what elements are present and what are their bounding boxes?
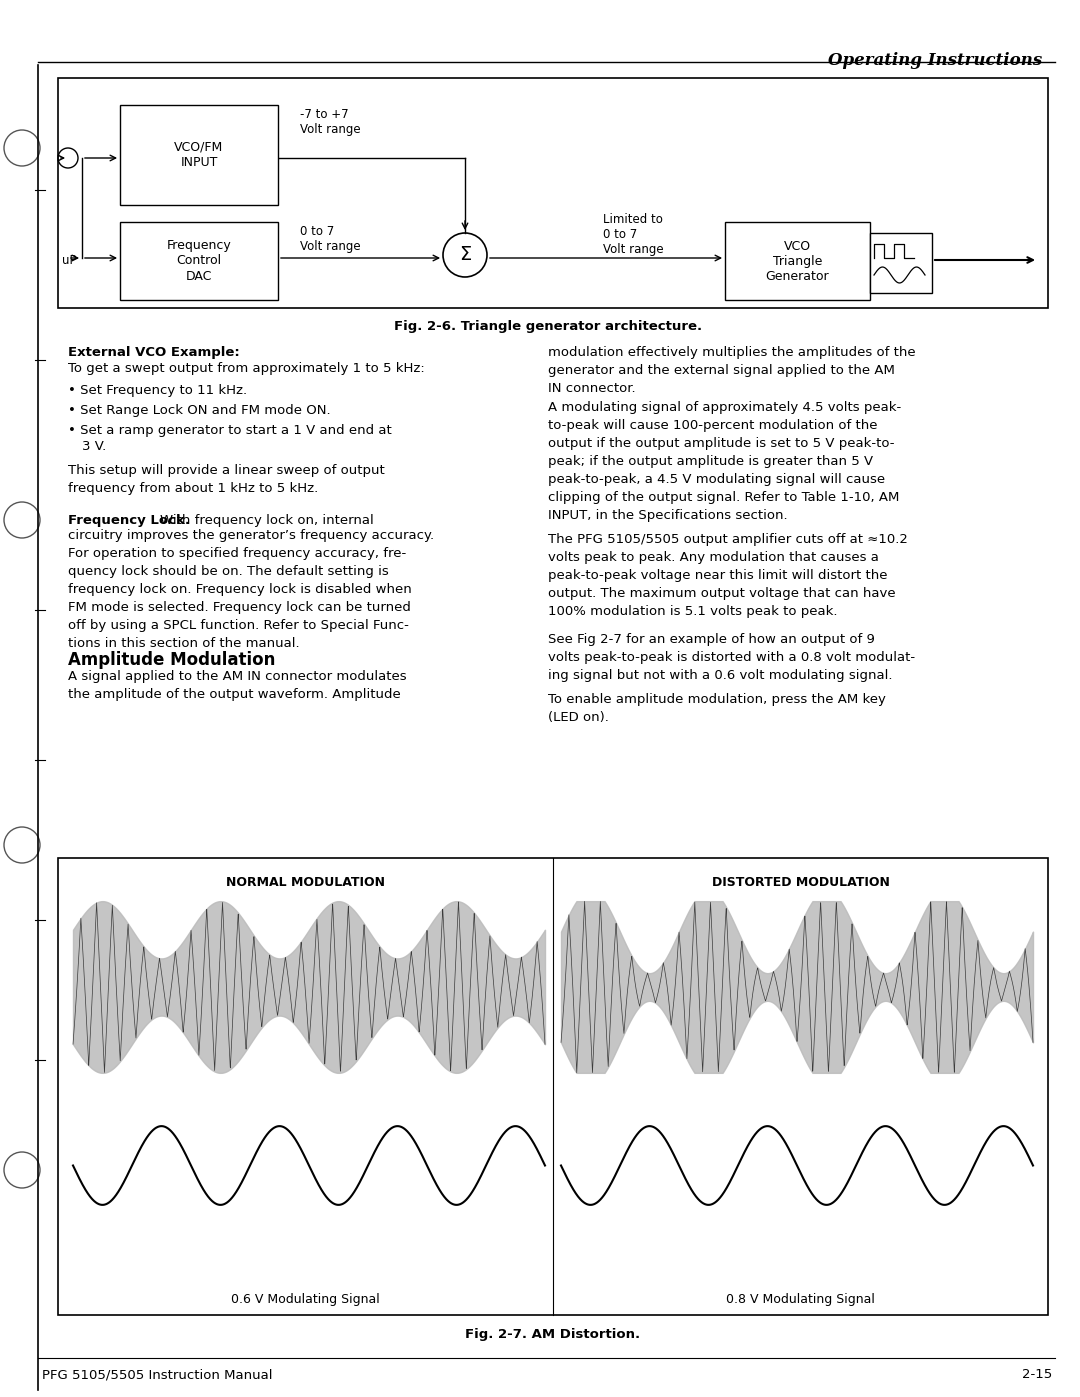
- Text: VCO/FM
INPUT: VCO/FM INPUT: [174, 141, 224, 169]
- Bar: [725, 222, 870, 300]
- Bar: [120, 105, 278, 205]
- Text: NORMAL MODULATION: NORMAL MODULATION: [226, 876, 384, 888]
- Bar: [58, 78, 1048, 307]
- Bar: [120, 222, 278, 300]
- Text: 0.8 V Modulating Signal: 0.8 V Modulating Signal: [726, 1294, 875, 1306]
- Text: uP: uP: [62, 253, 77, 267]
- Text: Frequency
Control
DAC: Frequency Control DAC: [166, 239, 231, 282]
- Text: DISTORTED MODULATION: DISTORTED MODULATION: [712, 876, 890, 888]
- Text: PFG 5105/5505 Instruction Manual: PFG 5105/5505 Instruction Manual: [42, 1368, 272, 1382]
- Text: • Set Frequency to 11 kHz.: • Set Frequency to 11 kHz.: [68, 384, 247, 397]
- Text: The PFG 5105/5505 output amplifier cuts off at ≈10.2
volts peak to peak. Any mod: The PFG 5105/5505 output amplifier cuts …: [548, 534, 908, 617]
- Text: See Fig 2-7 for an example of how an output of 9
volts peak-to-peak is distorted: See Fig 2-7 for an example of how an out…: [548, 633, 915, 682]
- Text: 3 V.: 3 V.: [82, 440, 106, 453]
- Text: Operating Instructions: Operating Instructions: [827, 52, 1042, 68]
- Text: Limited to
0 to 7
Volt range: Limited to 0 to 7 Volt range: [603, 212, 663, 256]
- Text: circuitry improves the generator’s frequency accuracy.
For operation to specifie: circuitry improves the generator’s frequ…: [68, 529, 434, 650]
- Text: VCO
Triangle
Generator: VCO Triangle Generator: [766, 239, 829, 282]
- Text: • Set Range Lock ON and FM mode ON.: • Set Range Lock ON and FM mode ON.: [68, 404, 330, 416]
- Text: 0 to 7
Volt range: 0 to 7 Volt range: [300, 225, 361, 253]
- Text: A modulating signal of approximately 4.5 volts peak-
to-peak will cause 100-perc: A modulating signal of approximately 4.5…: [548, 401, 901, 522]
- Text: External VCO Example:: External VCO Example:: [68, 346, 240, 359]
- Text: Frequency Lock.: Frequency Lock.: [68, 514, 190, 527]
- Text: 2-15: 2-15: [1022, 1368, 1052, 1382]
- Text: Σ: Σ: [459, 246, 471, 264]
- Text: To get a swept output from approximately 1 to 5 kHz:: To get a swept output from approximately…: [68, 362, 424, 374]
- Text: Amplitude Modulation: Amplitude Modulation: [68, 651, 275, 669]
- Text: A signal applied to the AM IN connector modulates
the amplitude of the output wa: A signal applied to the AM IN connector …: [68, 671, 407, 701]
- Text: • Set a ramp generator to start a 1 V and end at: • Set a ramp generator to start a 1 V an…: [68, 425, 392, 437]
- Text: 0.6 V Modulating Signal: 0.6 V Modulating Signal: [231, 1294, 380, 1306]
- Text: With frequency lock on, internal: With frequency lock on, internal: [160, 514, 374, 527]
- Bar: [870, 233, 932, 293]
- Text: To enable amplitude modulation, press the AM key
(LED on).: To enable amplitude modulation, press th…: [548, 693, 886, 724]
- Text: -7 to +7
Volt range: -7 to +7 Volt range: [300, 108, 361, 136]
- Text: This setup will provide a linear sweep of output
frequency from about 1 kHz to 5: This setup will provide a linear sweep o…: [68, 464, 384, 495]
- Text: Fig. 2-6. Triangle generator architecture.: Fig. 2-6. Triangle generator architectur…: [394, 320, 702, 332]
- Bar: [58, 858, 1048, 1315]
- Text: Fig. 2-7. AM Distortion.: Fig. 2-7. AM Distortion.: [465, 1329, 640, 1341]
- Text: modulation effectively multiplies the amplitudes of the
generator and the extern: modulation effectively multiplies the am…: [548, 346, 916, 395]
